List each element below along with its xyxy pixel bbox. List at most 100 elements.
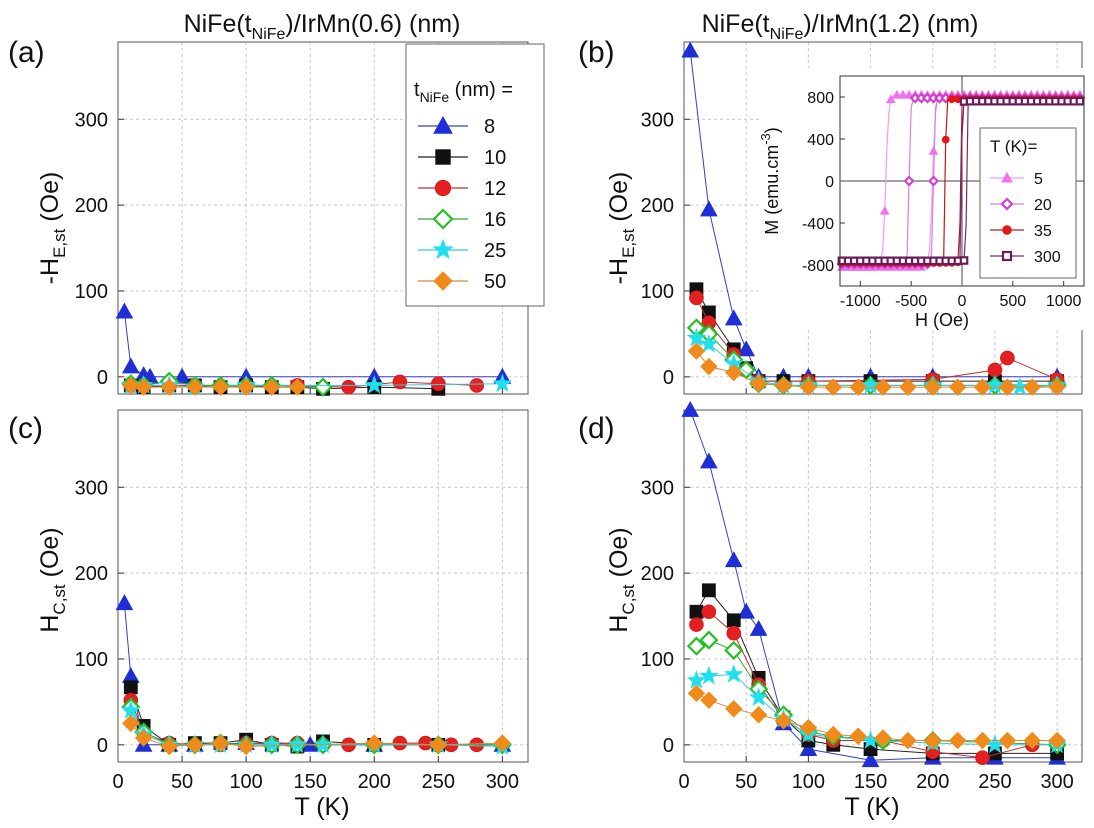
data-point-12 [701, 604, 717, 620]
inset-xlabel: H (Oe) [915, 310, 969, 330]
data-point-25 [364, 375, 385, 394]
panel-d: 0 50 100 150 200 250 300 0 100 200 300 [641, 400, 1083, 793]
series-line-8 [689, 409, 1058, 761]
data-point-50 [774, 376, 793, 395]
data-point-25 [492, 373, 513, 392]
data-point-50 [700, 691, 718, 709]
inset-legend-marker-5 [1001, 171, 1013, 183]
x-tick-label: 50 [171, 771, 193, 793]
panel-c: 0 50 100 150 200 250 300 0 100 200 300 [75, 409, 529, 793]
legend-label-50: 50 [484, 271, 506, 293]
panel-a: 0 100 200 300 [75, 41, 529, 397]
inset-legend-label-300: 300 [1034, 249, 1061, 266]
data-point-50 [1023, 378, 1041, 396]
plot-frame [683, 409, 1083, 763]
data-point-50 [493, 734, 512, 752]
legend-marker-12 [434, 179, 452, 197]
inset-legend-box [979, 127, 1077, 279]
data-point-8 [121, 357, 140, 374]
data-point-50 [186, 378, 204, 396]
inset-y-tick-label: 800 [807, 90, 834, 107]
data-point-12 [689, 290, 704, 306]
data-point-25 [120, 700, 141, 719]
data-point-8 [121, 667, 140, 684]
legend-title: tNiFe (nm) = [414, 79, 513, 105]
xlabel-d: T (K) [844, 793, 899, 821]
heading-left: NiFe(tNiFe)/IrMn(0.6) (nm) [184, 10, 461, 43]
data-point-50 [687, 342, 706, 360]
legend-box [405, 43, 545, 307]
data-point-8 [861, 751, 880, 768]
data-point-8 [724, 309, 743, 326]
x-tick-label: 200 [358, 771, 391, 793]
data-point-50 [160, 378, 178, 396]
x-tick-label: 50 [735, 771, 757, 793]
data-point-50 [237, 378, 255, 396]
data-point-50 [948, 731, 967, 750]
data-point-25 [860, 375, 881, 394]
data-point-50 [924, 731, 942, 750]
inset-point-5 [879, 205, 890, 215]
xlabel-c: T (K) [294, 793, 349, 821]
data-point-50 [973, 731, 992, 750]
legend-label-25: 25 [484, 240, 506, 262]
inset-point-20 [903, 175, 915, 187]
data-point-50 [874, 378, 892, 396]
series-line-8 [123, 603, 503, 746]
data-point-50 [874, 729, 892, 747]
x-tick-label: 0 [678, 771, 689, 793]
legend-label-8: 8 [484, 116, 495, 138]
data-point-16 [724, 640, 744, 660]
data-point-8 [737, 340, 756, 357]
data-point-16 [699, 630, 719, 650]
series-line-50 [696, 350, 1058, 388]
legend-marker-16 [432, 208, 454, 230]
data-point-16 [686, 636, 706, 656]
x-tick-label: 100 [229, 771, 262, 793]
series-line-10 [130, 687, 439, 748]
data-point-25 [287, 734, 308, 754]
data-point-8 [724, 551, 743, 568]
y-tick-label: 100 [641, 649, 674, 671]
y-tick-label: 100 [641, 281, 674, 303]
data-point-50 [1048, 378, 1066, 396]
inset-point-300 [959, 256, 969, 265]
data-point-50 [186, 736, 204, 754]
series-line-25 [696, 673, 1058, 746]
inset-ylabel: M (emu.cm-3) [758, 127, 782, 235]
legend-label-10: 10 [484, 147, 506, 169]
data-point-50 [948, 378, 967, 396]
inset-point-5 [892, 89, 902, 99]
data-point-25 [1009, 376, 1030, 396]
legend-marker-50 [433, 271, 453, 291]
inset-x-tick-label: -500 [895, 293, 927, 310]
y-tick-label: 200 [641, 563, 674, 585]
x-tick-label: 250 [978, 771, 1011, 793]
y-tick-label: 300 [75, 109, 108, 131]
data-point-50 [998, 378, 1017, 396]
data-point-8 [737, 602, 756, 619]
y-tick-label: 100 [75, 649, 108, 671]
y-tick-label: 0 [97, 367, 108, 389]
data-point-50 [899, 378, 917, 396]
y-tick-label: 300 [75, 477, 108, 499]
data-point-25 [686, 327, 707, 347]
data-point-8 [749, 619, 768, 636]
data-point-12 [392, 735, 408, 751]
data-point-12 [392, 374, 408, 390]
data-point-50 [122, 714, 140, 733]
inset-legend-marker-300 [1001, 250, 1013, 262]
data-point-50 [134, 729, 153, 747]
inset-point-5 [898, 89, 908, 99]
data-point-25 [686, 670, 707, 689]
data-point-50 [998, 731, 1017, 750]
plot-frame [117, 409, 529, 763]
series-line-50 [696, 692, 1058, 741]
inset-x-tick-label: 500 [999, 293, 1026, 310]
data-point-50 [849, 378, 867, 396]
panel-label-d: (d) [578, 412, 615, 445]
data-point-12 [1000, 350, 1015, 366]
data-point-50 [365, 734, 383, 752]
ylabel-d: HC,st (Oe) [605, 527, 638, 632]
data-point-25 [699, 665, 719, 685]
